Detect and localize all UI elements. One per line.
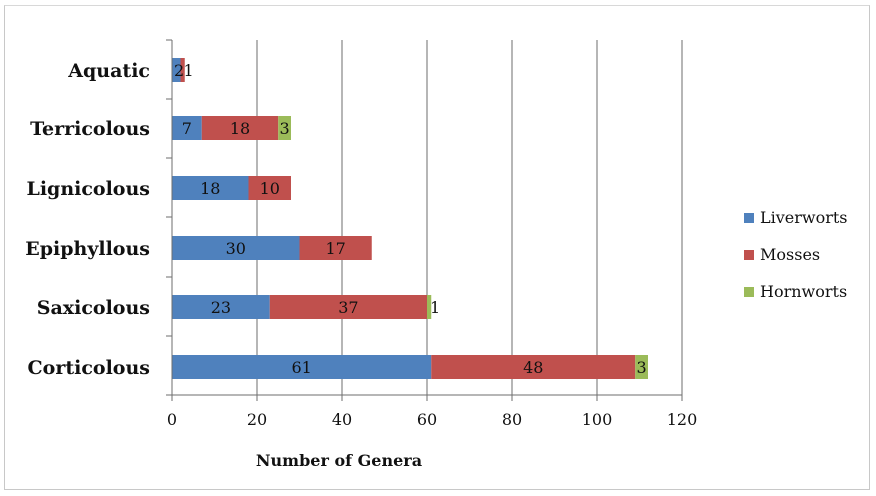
x-tick-label-0: 0 [167, 410, 177, 429]
legend-label-hornworts: Hornworts [760, 282, 847, 301]
data-label-epiphyllous-liverworts: 30 [226, 239, 246, 258]
legend: Liverworts Mosses Hornworts [744, 208, 848, 301]
x-tick-label-40: 40 [332, 410, 352, 429]
bar-saxicolous-hornworts [427, 295, 432, 319]
data-label-saxicolous-hornworts: 1 [430, 298, 440, 317]
data-label-terricolous-liverworts: 7 [182, 119, 192, 138]
data-label-saxicolous-mosses: 37 [338, 298, 358, 317]
bar-aquatic-liverworts [172, 58, 181, 82]
bar-corticolous-hornworts [635, 355, 648, 379]
chart-frame [4, 5, 870, 490]
category-label-aquatic: Aquatic [67, 60, 150, 82]
bar-lignicolous-liverworts [172, 176, 249, 200]
legend-label-mosses: Mosses [760, 245, 820, 264]
bar-corticolous-mosses [431, 355, 636, 379]
x-axis-title: Number of Genera [256, 451, 422, 470]
legend-swatch-hornworts [744, 287, 754, 297]
category-label-epiphyllous: Epiphyllous [25, 238, 150, 260]
bar-aquatic-mosses [180, 58, 185, 82]
data-label-saxicolous-liverworts: 23 [211, 298, 231, 317]
category-label-lignicolous: Lignicolous [26, 178, 150, 200]
category-label-saxicolous: Saxicolous [37, 297, 150, 319]
legend-swatch-mosses [744, 250, 754, 260]
x-tick-label-100: 100 [582, 410, 613, 429]
bar-epiphyllous-liverworts [172, 236, 300, 260]
data-label-corticolous-hornworts: 3 [637, 358, 647, 377]
data-label-aquatic-mosses: 1 [184, 61, 194, 80]
category-label-corticolous: Corticolous [28, 357, 150, 379]
x-tick-label-80: 80 [502, 410, 522, 429]
data-label-terricolous-hornworts: 3 [280, 119, 290, 138]
x-tick-label-60: 60 [417, 410, 437, 429]
data-label-lignicolous-liverworts: 18 [200, 179, 220, 198]
data-label-lignicolous-mosses: 10 [260, 179, 280, 198]
data-label-terricolous-mosses: 18 [230, 119, 250, 138]
bar-terricolous-hornworts [278, 116, 291, 140]
category-label-terricolous: Terricolous [30, 118, 150, 140]
bar-terricolous-liverworts [172, 116, 202, 140]
bar-saxicolous-liverworts [172, 295, 270, 319]
bar-terricolous-mosses [201, 116, 279, 140]
gridlines [256, 40, 683, 395]
x-tick-label-120: 120 [667, 410, 698, 429]
axes: 0 20 40 60 80 100 120 Aquatic Terricolous Lignico… [25, 39, 698, 429]
data-label-epiphyllous-mosses: 17 [325, 239, 345, 258]
bar-saxicolous-mosses [269, 295, 427, 319]
legend-label-liverworts: Liverworts [760, 208, 848, 227]
bars [172, 58, 648, 379]
data-label-aquatic-liverworts: 2 [174, 61, 184, 80]
legend-swatch-liverworts [744, 213, 754, 223]
data-label-corticolous-mosses: 48 [523, 358, 543, 377]
x-tick-label-20: 20 [247, 410, 267, 429]
bar-epiphyllous-mosses [299, 236, 372, 260]
bar-lignicolous-mosses [248, 176, 291, 200]
data-label-corticolous-liverworts: 61 [291, 358, 311, 377]
bar-corticolous-liverworts [172, 355, 432, 379]
